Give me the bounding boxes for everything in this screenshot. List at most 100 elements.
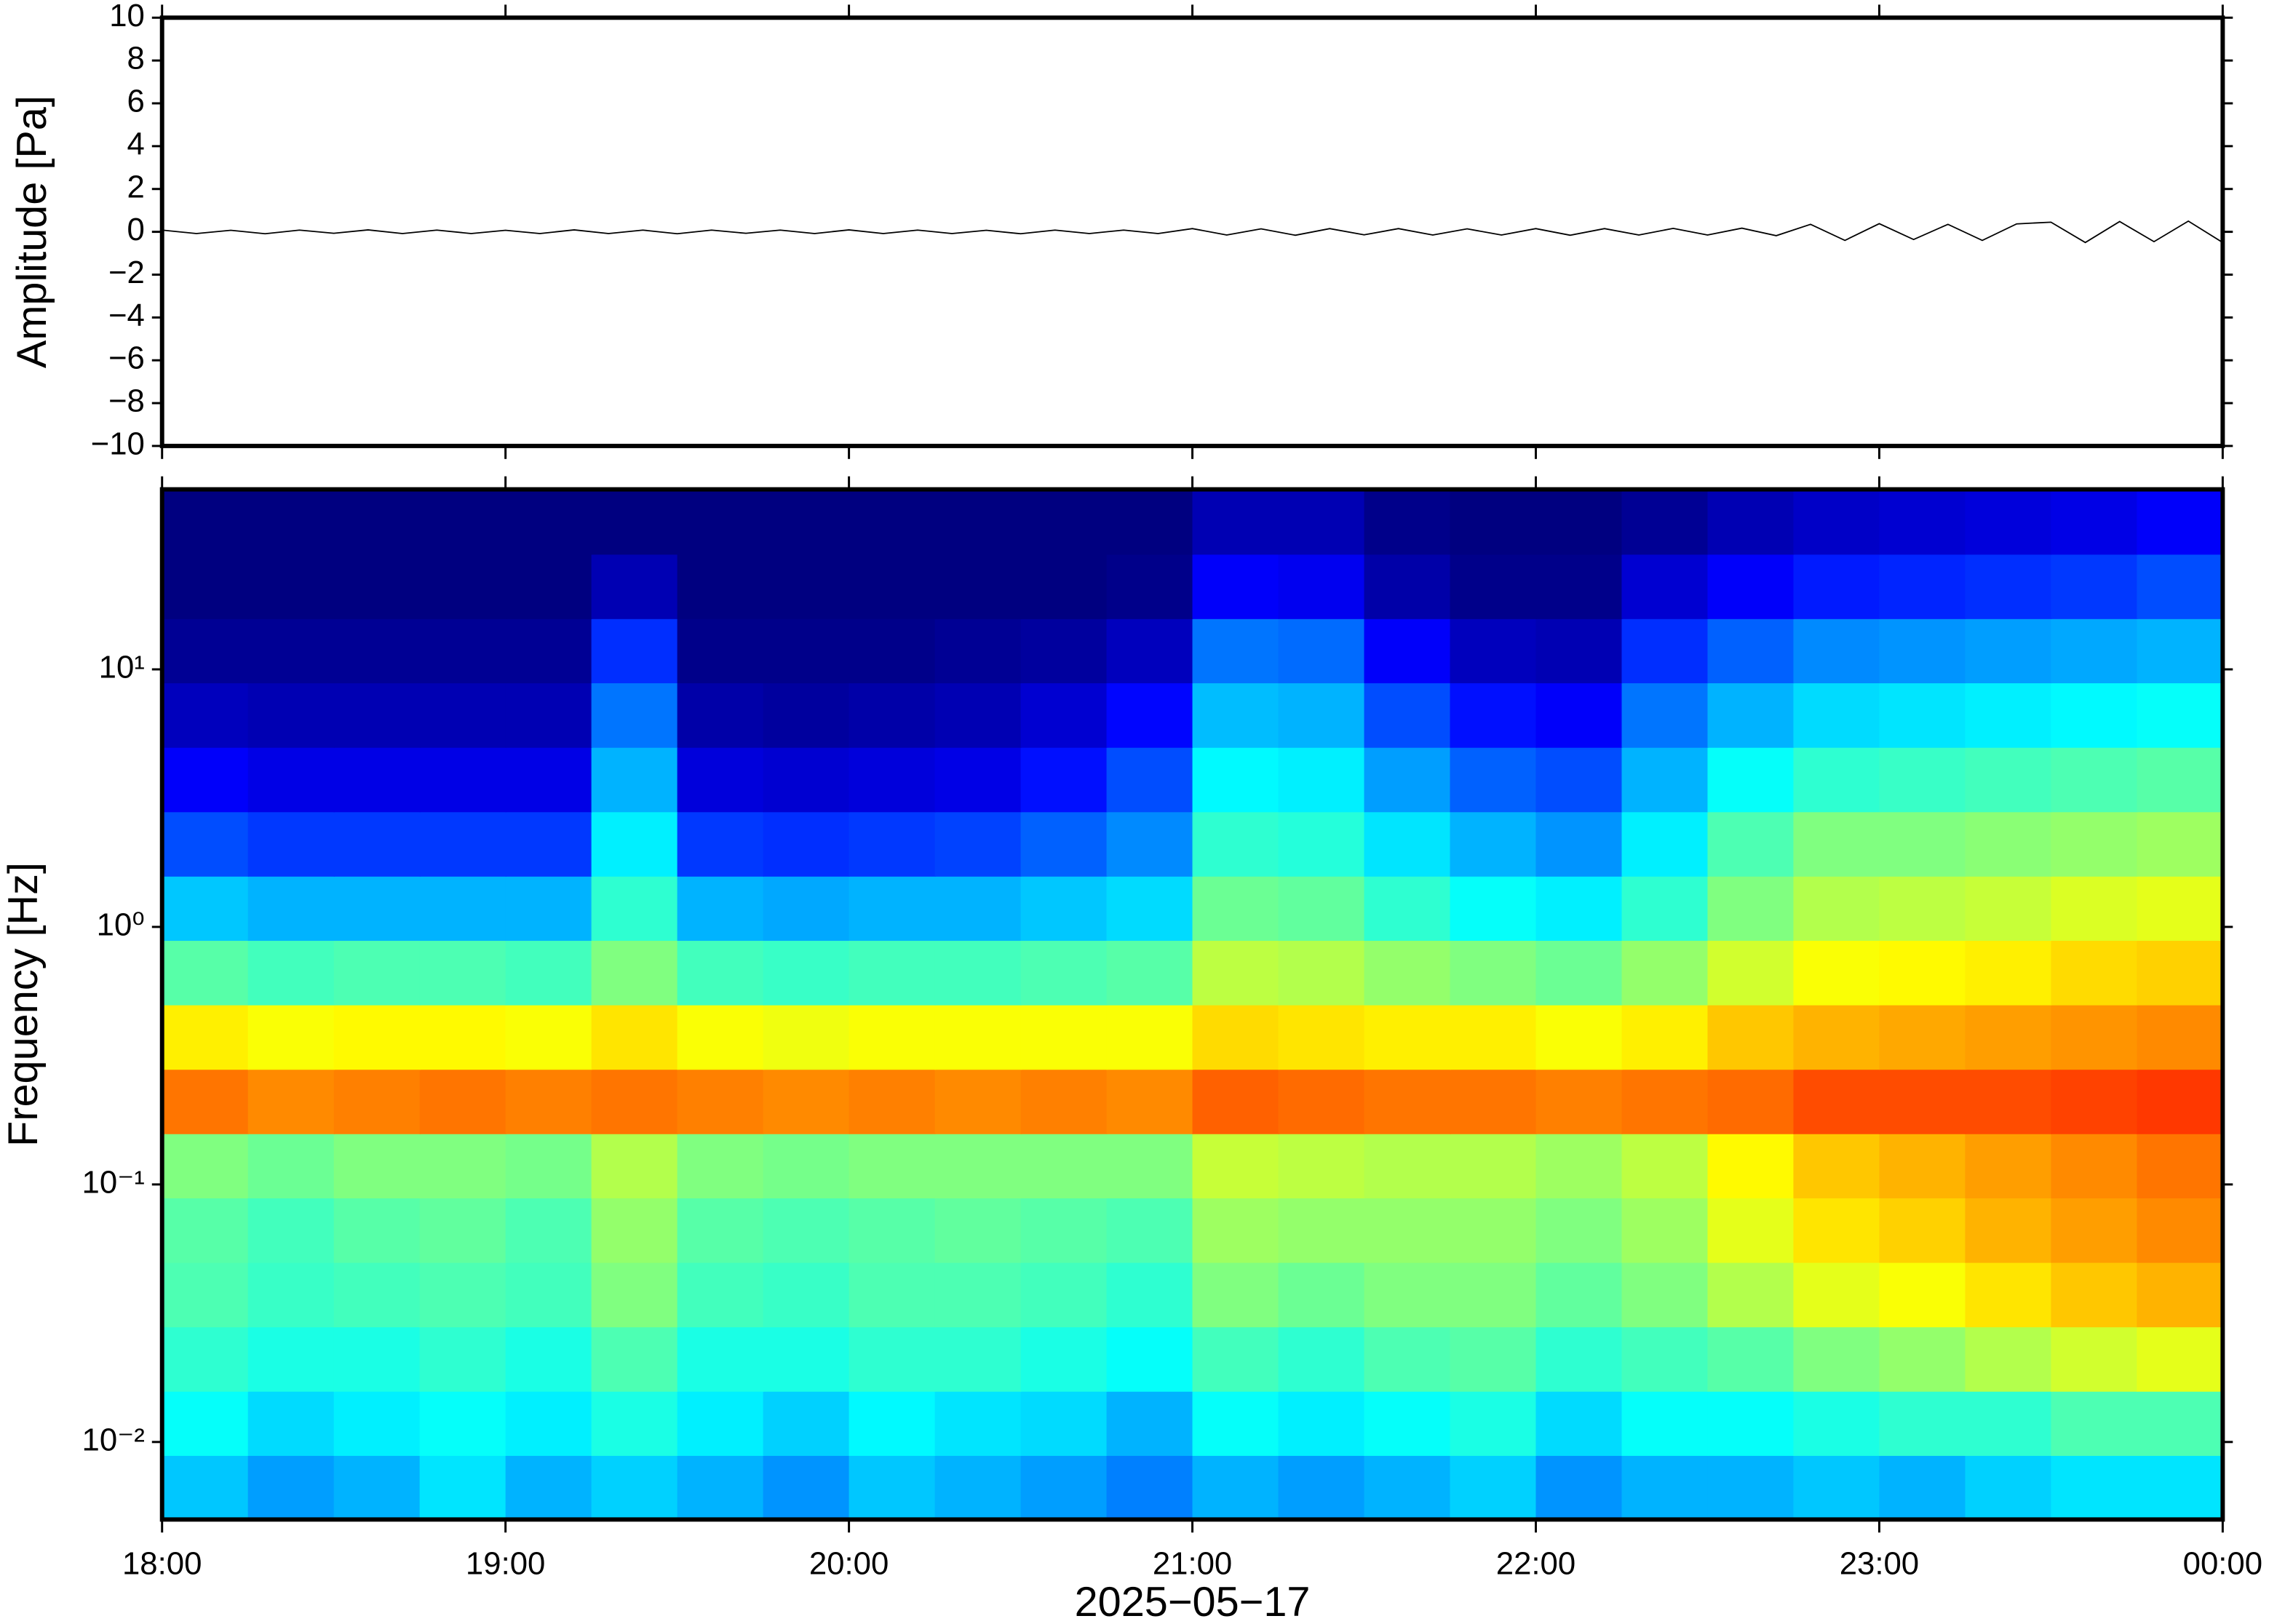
spectrogram-cell xyxy=(591,1069,678,1134)
spectrogram-cell xyxy=(2051,554,2138,619)
spectrogram-cell xyxy=(1793,1133,1880,1198)
spectrogram-cell xyxy=(1793,939,1880,1006)
spectrogram-cell xyxy=(1364,1197,1451,1263)
spectrogram-cell xyxy=(1965,939,2052,1006)
spectrogram-cell xyxy=(763,489,850,555)
spectrogram-cell xyxy=(1106,875,1193,942)
spectrogram-cell xyxy=(2051,1262,2138,1328)
spectrogram-cell xyxy=(333,1133,421,1198)
spectrogram-cell xyxy=(1535,939,1623,1006)
spectrogram-cell xyxy=(1106,1004,1193,1070)
spectrogram-cell xyxy=(419,618,506,684)
spectrogram-cell xyxy=(1020,1390,1108,1456)
spectrogram-cell xyxy=(2137,1069,2224,1134)
spectrogram-cell xyxy=(591,682,678,748)
spectrogram-cell xyxy=(1192,1326,1279,1392)
spectrogram-cell xyxy=(333,747,421,813)
x-tick-label: 18:00 xyxy=(122,1546,202,1582)
spectrogram-cell xyxy=(2051,1069,2138,1134)
spectrogram-cell xyxy=(247,811,335,877)
spectrogram-cell xyxy=(419,1133,506,1198)
spectrogram-cell xyxy=(763,939,850,1006)
spectrogram-cell xyxy=(333,1390,421,1456)
spectrogram-cell xyxy=(247,489,335,555)
y-tick-label: 10⁰ xyxy=(97,907,145,942)
spectrogram-cell xyxy=(2137,1133,2224,1198)
spectrogram-cell xyxy=(591,1004,678,1070)
spectrogram-cell xyxy=(162,554,249,619)
spectrogram-cell xyxy=(1278,939,1365,1006)
spectrogram-cell xyxy=(1793,1390,1880,1456)
spectrogram-cell xyxy=(849,1454,936,1521)
spectrogram-cell xyxy=(1020,875,1108,942)
spectrogram-cell xyxy=(1192,1133,1279,1198)
spectrogram-cell xyxy=(1793,747,1880,813)
plot-frame xyxy=(159,15,2225,448)
spectrogram-cell xyxy=(1965,618,2052,684)
spectrogram-cell xyxy=(1879,747,1966,813)
spectrogram-cell xyxy=(763,1133,850,1198)
spectrogram-cell xyxy=(1793,554,1880,619)
spectrogram-cell xyxy=(591,811,678,877)
spectrogram-cell xyxy=(677,489,764,555)
spectrogram-cell xyxy=(1106,618,1193,684)
spectrogram-cell xyxy=(1879,1326,1966,1392)
spectrogram-cell xyxy=(1535,747,1623,813)
spectrogram-cell xyxy=(1707,1262,1795,1328)
spectrogram-cell xyxy=(591,1454,678,1521)
spectrogram-cell xyxy=(1020,618,1108,684)
spectrogram-cell xyxy=(934,489,1022,555)
spectrogram-cell xyxy=(505,618,592,684)
spectrogram-cell xyxy=(763,618,850,684)
spectrogram-cell xyxy=(333,875,421,942)
spectrogram-cell xyxy=(1793,618,1880,684)
spectrogram-cell xyxy=(1621,747,1709,813)
y-tick-label: −2 xyxy=(108,255,145,290)
spectrogram-cell xyxy=(247,554,335,619)
spectrogram-cell xyxy=(162,939,249,1006)
spectrogram-cell xyxy=(1535,1326,1623,1392)
spectrogram-cell xyxy=(677,1326,764,1392)
spectrogram-cell xyxy=(1535,1133,1623,1198)
spectrogram-cell xyxy=(247,1197,335,1263)
spectrogram-cell xyxy=(1364,1390,1451,1456)
spectrogram-cell xyxy=(1020,1004,1108,1070)
spectrogram-cell xyxy=(333,1197,421,1263)
spectrogram-cell xyxy=(505,1069,592,1134)
spectrogram-cell xyxy=(1879,1004,1966,1070)
spectrogram-cell xyxy=(1106,939,1193,1006)
spectrogram-cell xyxy=(2137,1262,2224,1328)
spectrogram-cell xyxy=(2137,939,2224,1006)
spectrogram-cell xyxy=(247,875,335,942)
y-tick-label: 0 xyxy=(127,212,145,247)
spectrogram-cell xyxy=(1879,1133,1966,1198)
spectrogram-cell xyxy=(1879,618,1966,684)
spectrogram-cell xyxy=(1879,554,1966,619)
spectrogram-cell xyxy=(1793,811,1880,877)
spectrogram-cell xyxy=(1020,1133,1108,1198)
spectrogram-cell xyxy=(333,1454,421,1521)
spectrogram-cell xyxy=(763,1326,850,1392)
spectrogram-cell xyxy=(849,1326,936,1392)
spectrogram-cell xyxy=(2051,1390,2138,1456)
spectrogram-cell xyxy=(1965,1390,2052,1456)
spectrogram-cell xyxy=(419,682,506,748)
spectrogram-cell xyxy=(1106,1069,1193,1134)
spectrogram-cell xyxy=(1535,1390,1623,1456)
spectrogram-cell xyxy=(505,811,592,877)
spectrogram-cell xyxy=(849,811,936,877)
spectrogram-cell xyxy=(333,1004,421,1070)
spectrogram-cell xyxy=(162,1197,249,1263)
spectrogram-cell xyxy=(1965,875,2052,942)
spectrogram-cell xyxy=(1278,875,1365,942)
spectrogram-cell xyxy=(1450,1069,1537,1134)
y-axis-label: Frequency [Hz] xyxy=(0,862,47,1147)
spectrogram-cell xyxy=(1965,811,2052,877)
spectrogram-cell xyxy=(162,1004,249,1070)
y-tick-label: 4 xyxy=(127,126,145,162)
spectrogram-cell xyxy=(247,1454,335,1521)
spectrogram-cell xyxy=(247,682,335,748)
spectrogram-cell xyxy=(1621,1069,1709,1134)
spectrogram-cell xyxy=(2051,811,2138,877)
